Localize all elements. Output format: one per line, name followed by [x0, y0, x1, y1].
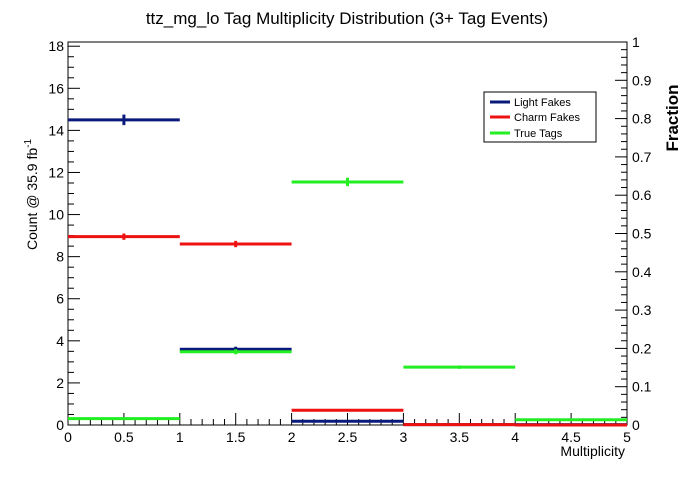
x-tick-label: 4 — [511, 429, 519, 445]
y2-tick-label: 0.4 — [632, 264, 652, 280]
x-tick-label: 2.5 — [338, 429, 358, 445]
series-layer — [68, 114, 627, 427]
series-charm-fakes — [68, 233, 627, 427]
y2-tick-label: 0.7 — [632, 149, 652, 165]
y2-tick-label: 1 — [632, 34, 640, 50]
y2-tick-label: 0 — [632, 417, 640, 433]
x-tick-label: 1.5 — [226, 429, 246, 445]
y-tick-label: 2 — [56, 375, 64, 391]
legend: Light Fakes Charm Fakes True Tags — [483, 91, 597, 143]
y-tick-label: 8 — [56, 249, 64, 265]
y2-tick-label: 0.1 — [632, 379, 652, 395]
legend-label-charm-fakes: Charm Fakes — [514, 112, 581, 124]
y-tick-label: 6 — [56, 291, 64, 307]
series-light-fakes — [68, 114, 627, 427]
y2-tick-label: 0.6 — [632, 187, 652, 203]
x-tick-label: 2 — [288, 429, 296, 445]
y-tick-label: 10 — [48, 207, 64, 223]
x-tick-label: 4.5 — [561, 429, 581, 445]
y-tick-label: 0 — [56, 417, 64, 433]
y2-tick-label: 0.3 — [632, 302, 652, 318]
y2-axis-label: Fraction — [663, 84, 682, 151]
x-tick-label: 3.5 — [450, 429, 470, 445]
y2-tick-label: 0.8 — [632, 111, 652, 127]
x-tick-label: 0 — [64, 429, 72, 445]
x-tick-label: 3 — [400, 429, 408, 445]
series-true-tags — [68, 177, 627, 422]
legend-label-true-tags: True Tags — [514, 128, 563, 140]
y-tick-label: 16 — [48, 80, 64, 96]
y-axis-label: Count @ 35.9 fb-1 — [23, 138, 40, 250]
x-tick-label: 5 — [623, 429, 631, 445]
y-axis-ticks: 0 2 4 6 8 10 12 14 16 18 — [48, 38, 80, 433]
x-tick-label: 1 — [176, 429, 184, 445]
x-tick-label: 0.5 — [114, 429, 134, 445]
y-tick-label: 14 — [48, 122, 64, 138]
y2-tick-label: 0.9 — [632, 72, 652, 88]
y2-axis-ticks: 0 0.1 0.2 0.3 0.4 0.5 0.6 0.7 0.8 0.9 1 — [615, 34, 652, 433]
x-axis-label: Multiplicity — [560, 443, 625, 459]
y2-tick-label: 0.2 — [632, 340, 652, 356]
chart-title: ttz_mg_lo Tag Multiplicity Distribution … — [146, 9, 548, 28]
y-tick-label: 4 — [56, 333, 64, 349]
y2-tick-label: 0.5 — [632, 226, 652, 242]
legend-label-light-fakes: Light Fakes — [514, 97, 571, 109]
y-tick-label: 12 — [48, 164, 64, 180]
y-tick-label: 18 — [48, 38, 64, 54]
